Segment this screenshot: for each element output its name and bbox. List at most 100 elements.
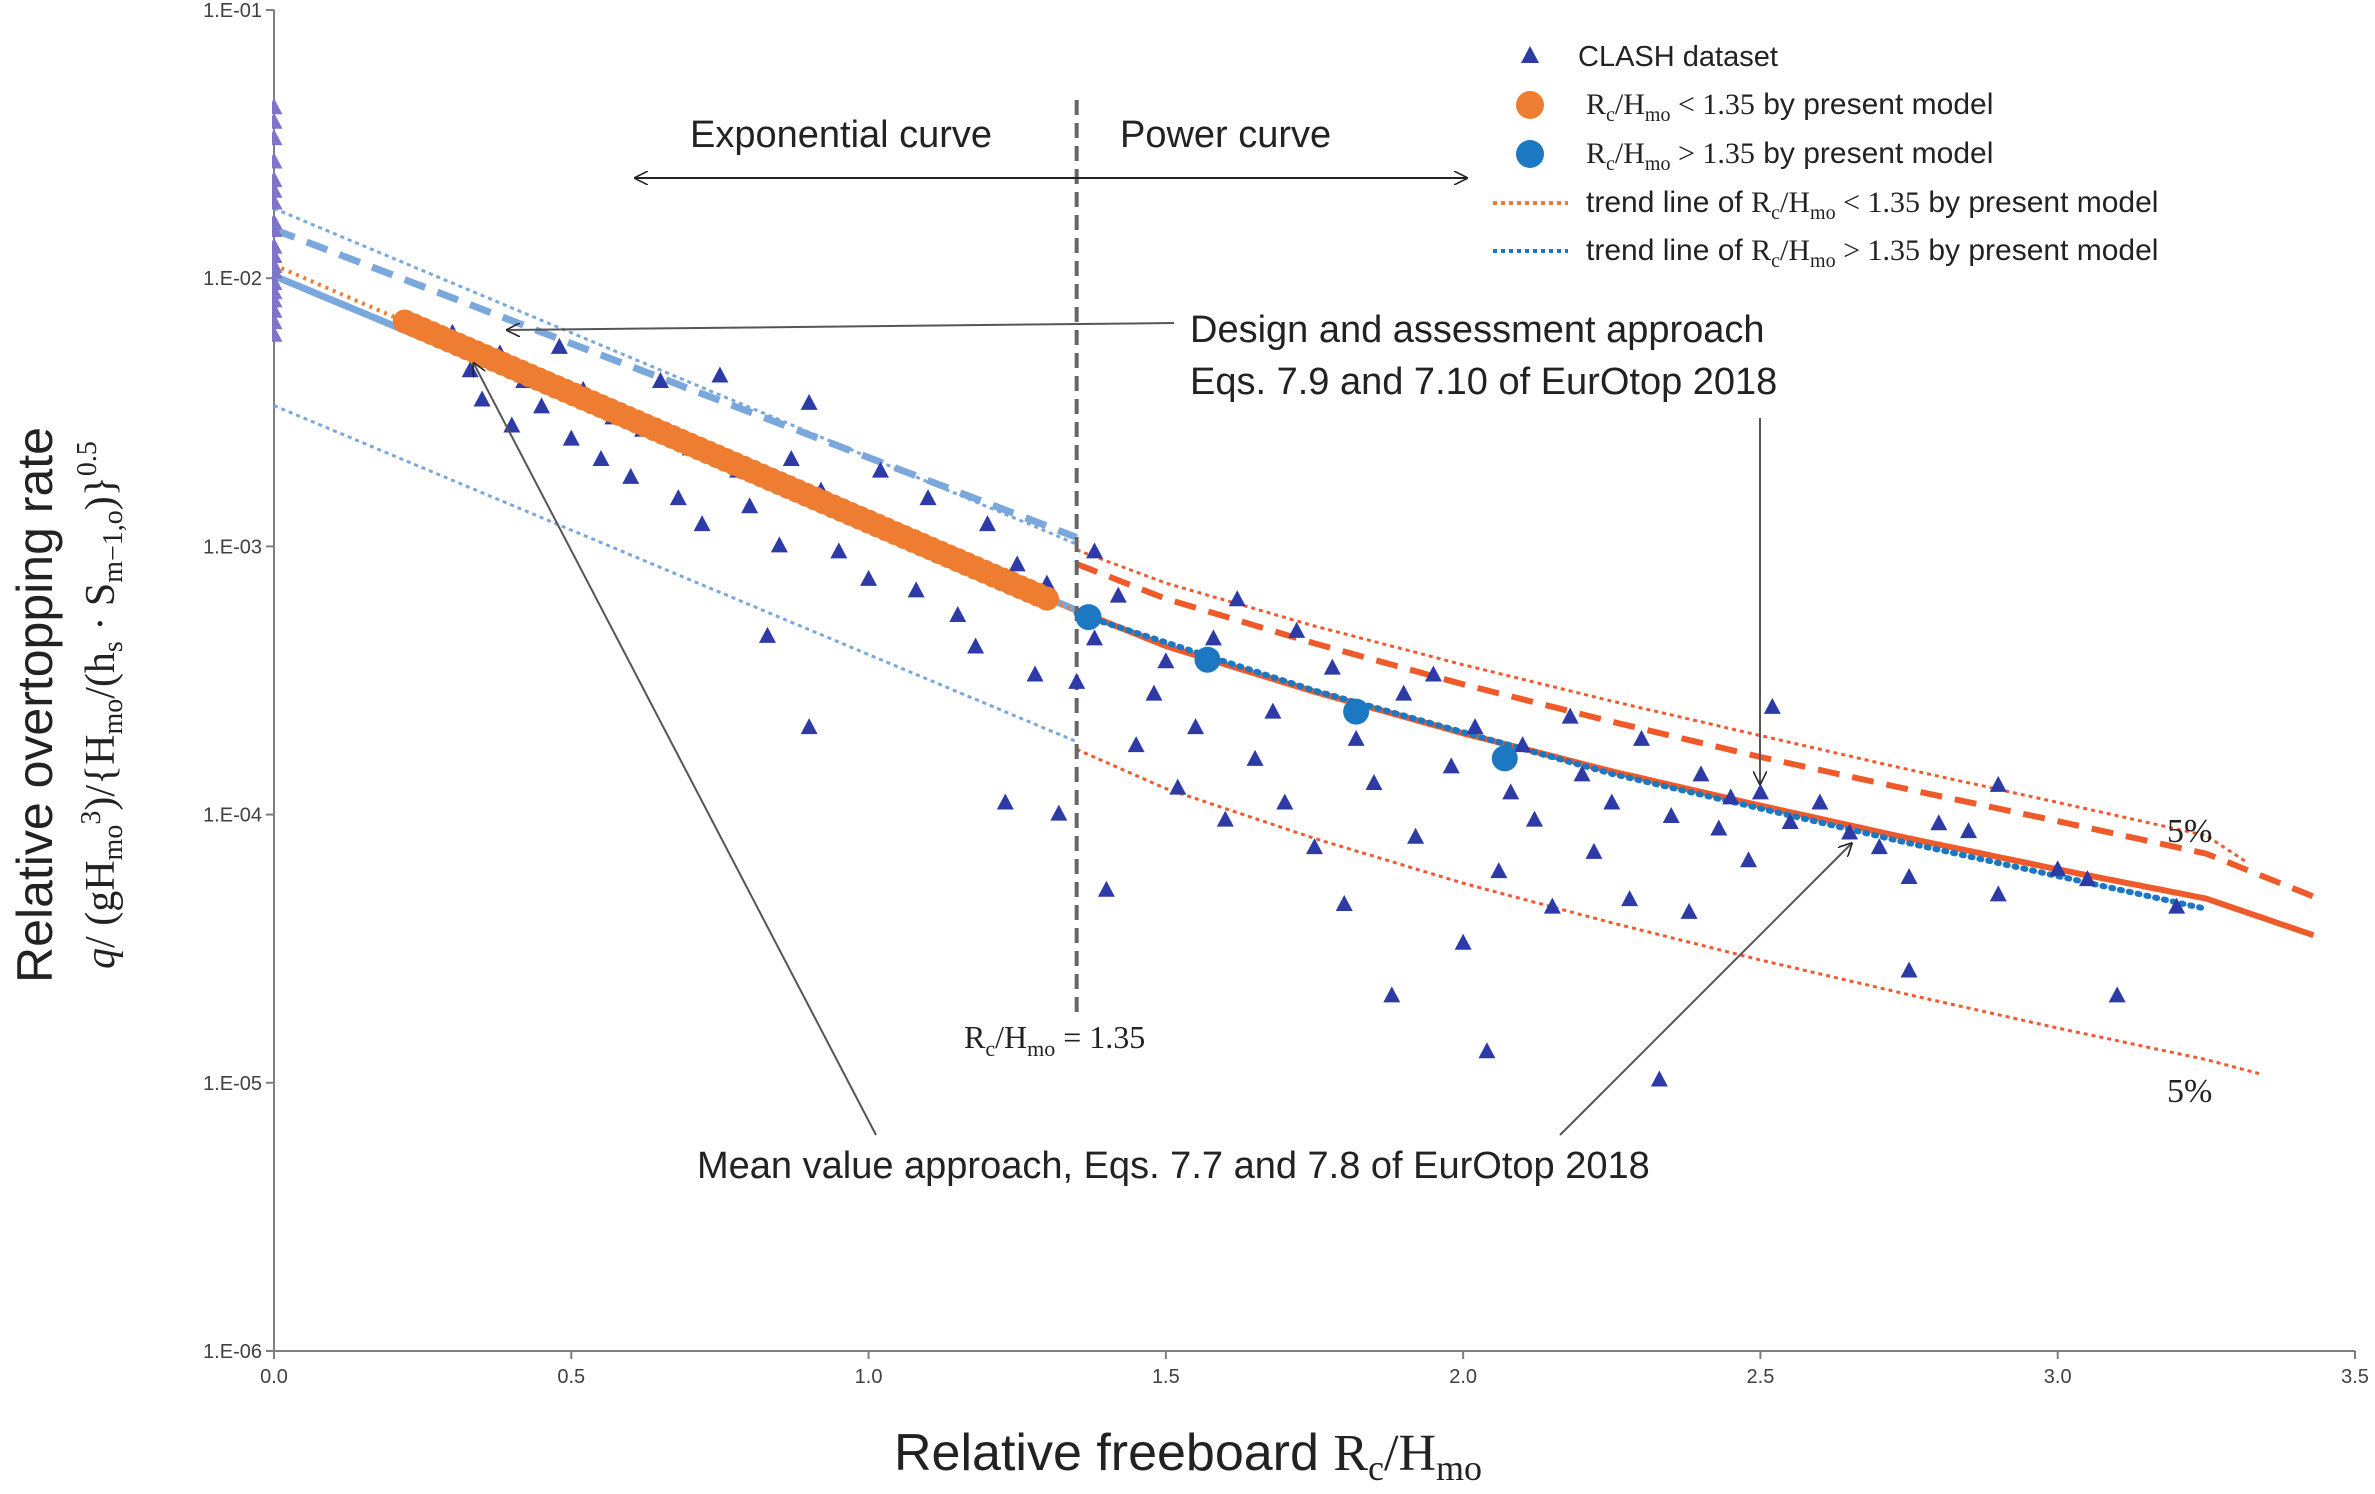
clash-point	[1680, 902, 1698, 919]
clash-point	[1086, 542, 1104, 559]
curve-power-upper-5pct	[1076, 548, 2249, 865]
clash-point	[533, 397, 551, 414]
clash-point	[1543, 897, 1561, 914]
clash-point	[1841, 823, 1859, 840]
curves	[272, 207, 2315, 1076]
x-tick-label: 3.5	[2341, 1366, 2369, 1388]
curve-power-mean	[1075, 607, 2315, 939]
model-gt-point	[1343, 698, 1370, 725]
clash-point	[871, 461, 889, 478]
clash-point	[1662, 806, 1680, 823]
exponential-curve-label: Exponential curve	[690, 114, 992, 156]
clash-point	[272, 181, 283, 198]
clash-point	[1621, 890, 1639, 907]
model-gt-point	[1194, 646, 1221, 673]
clash-point	[2049, 860, 2067, 877]
clash-point	[1930, 814, 1948, 831]
clash-point	[272, 193, 283, 210]
clash-point	[1650, 1070, 1668, 1087]
clash-point	[1870, 838, 1888, 855]
clash-point	[622, 467, 640, 484]
clash-point	[800, 393, 818, 410]
clash-point	[1900, 868, 1918, 885]
y-tick-label: 1.E-03	[203, 536, 262, 558]
clash-point	[1097, 880, 1115, 897]
curve-exp-upper-5pct	[273, 207, 1078, 546]
clash-point	[978, 515, 996, 532]
clash-point	[1109, 586, 1127, 603]
clash-point	[1086, 629, 1104, 646]
clash-point	[669, 489, 687, 506]
clash-point	[272, 129, 283, 146]
clash-point	[1335, 895, 1353, 912]
clash-point	[1365, 774, 1383, 791]
clash-point	[272, 325, 283, 342]
clash-point	[1763, 697, 1781, 714]
clash-point	[1960, 822, 1978, 839]
clash-point	[1900, 961, 1918, 978]
design-approach-label-1: Design and assessment approach	[1190, 309, 1765, 351]
clash-point	[1478, 1042, 1496, 1059]
x-axis-label: Relative freeboard Rc/Hmo	[894, 1424, 1482, 1488]
y-axis-label-line2: q/ (gHmo3)/{Hmo/(hs · Sm−1,o)}0.5	[72, 441, 129, 969]
mean-arrow-right	[1559, 844, 1851, 1136]
curve-exp-lower-5pct	[273, 404, 1078, 744]
clash-point	[1187, 718, 1205, 735]
clash-point	[1276, 793, 1294, 810]
legend-triangle-marker	[1521, 46, 1539, 63]
clash-point	[1008, 555, 1026, 572]
model-gt-series	[1075, 604, 1518, 772]
legend-clash-label: CLASH dataset	[1578, 41, 1778, 73]
design-approach-label-2: Eqs. 7.9 and 7.10 of EurOtop 2018	[1190, 361, 1777, 403]
clash-point	[272, 313, 283, 330]
clash-point	[1603, 793, 1621, 810]
clash-point	[1323, 658, 1341, 675]
clash-point	[1050, 804, 1068, 821]
clash-point	[1407, 827, 1425, 844]
clash-point	[1502, 783, 1520, 800]
mean-approach-label: Mean value approach, Eqs. 7.7 and 7.8 of…	[697, 1145, 1650, 1187]
clash-point	[1561, 707, 1579, 724]
clash-point	[1710, 819, 1728, 836]
power-curve-label: Power curve	[1120, 114, 1331, 156]
x-tick-label: 0.5	[557, 1366, 585, 1388]
clash-point	[907, 581, 925, 598]
mean-arrow-left	[474, 364, 877, 1136]
clash-point	[1264, 702, 1282, 719]
clash-point	[800, 718, 818, 735]
clash-point	[1068, 672, 1086, 689]
y-ticks: 1.E-06 1.E-05 1.E-04 1.E-03 1.E-02 1.E-01	[203, 0, 274, 1363]
clash-point	[1169, 778, 1187, 795]
clash-point	[2108, 986, 2126, 1003]
y-tick-label: 1.E-06	[203, 1341, 262, 1363]
y-axis-label-line1: Relative overtopping rate	[7, 427, 63, 983]
clash-point	[2078, 870, 2096, 887]
legend: CLASH dataset Rc/Hmo < 1.35 by present m…	[1493, 41, 2158, 272]
threshold-label: Rc/Hmo = 1.35	[964, 1019, 1145, 1061]
x-tick-label: 0.0	[260, 1366, 288, 1388]
clash-point	[1722, 788, 1740, 805]
y-tick-label: 1.E-01	[203, 0, 262, 22]
clash-point	[550, 337, 568, 354]
y-tick-label: 1.E-02	[203, 268, 262, 290]
model-lt-point	[1034, 586, 1059, 611]
clash-point	[1454, 933, 1472, 950]
curve-power-lower-5pct	[1076, 748, 2261, 1076]
x-tick-label: 1.5	[1152, 1366, 1180, 1388]
clash-point	[1424, 665, 1442, 682]
clash-point	[782, 449, 800, 466]
clash-series	[272, 98, 2186, 1087]
model-gt-point	[1075, 604, 1102, 631]
clash-point	[562, 429, 580, 446]
clash-point	[272, 98, 283, 115]
clash-point	[1573, 765, 1591, 782]
clash-point	[1989, 885, 2007, 902]
x-tick-label: 1.0	[855, 1366, 883, 1388]
clash-point	[770, 536, 788, 553]
curve-power-design	[1075, 561, 2315, 900]
clash-point	[592, 449, 610, 466]
clash-point	[1288, 621, 1306, 638]
clash-point	[2168, 897, 2186, 914]
clash-point	[711, 366, 729, 383]
clash-point	[758, 626, 776, 643]
